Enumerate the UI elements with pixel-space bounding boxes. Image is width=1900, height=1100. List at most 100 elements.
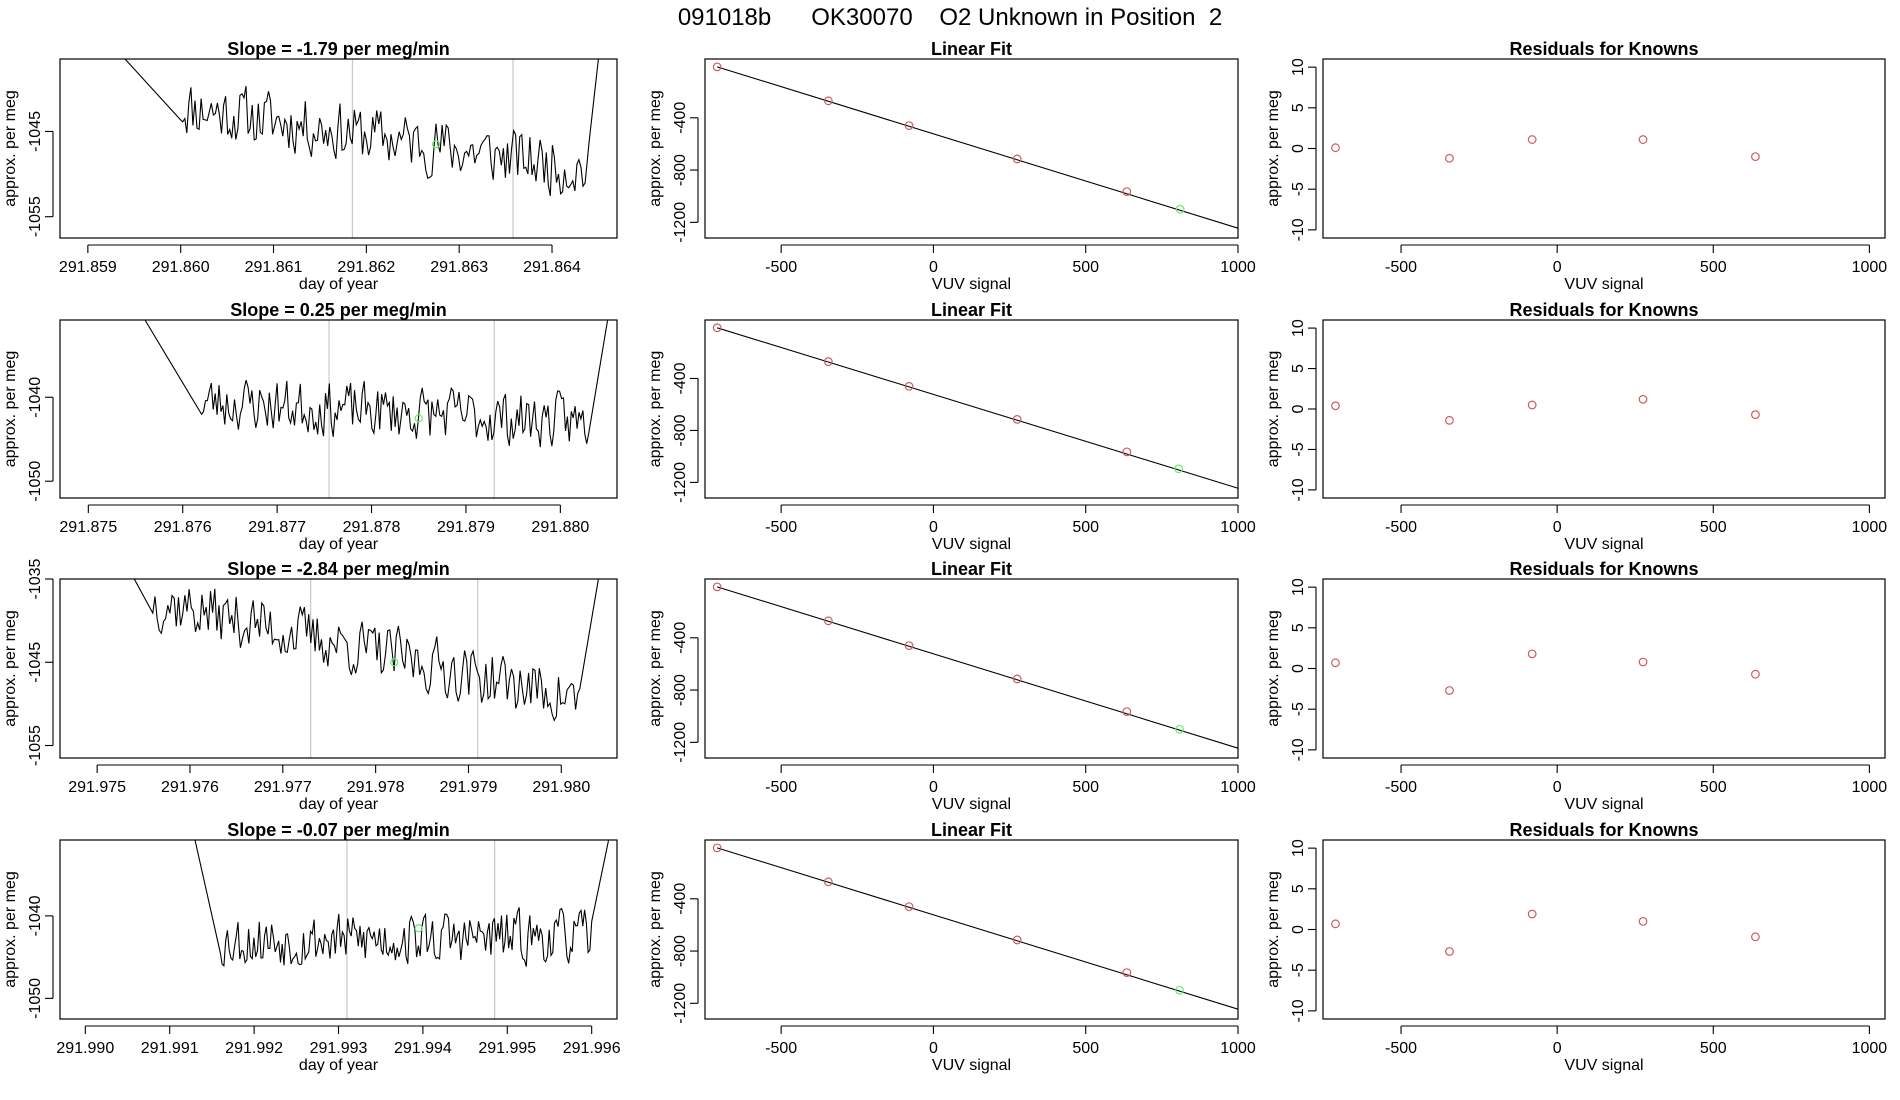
known-standard-point [1122,187,1132,197]
residual-point [1638,916,1648,926]
x-axis-label: VUV signal [932,1057,1011,1074]
x-tick-label: 291.863 [430,259,488,276]
y-axis-label: approx. per meg [1265,610,1282,727]
plot-frame [59,578,618,759]
x-tick-label: 291.978 [347,779,405,796]
y-tick-label: 0 [1290,404,1307,413]
y-tick-label: -5 [1290,702,1307,716]
y-axis-label: approx. per meg [647,871,664,988]
x-tick-label: 1000 [1852,519,1888,536]
linear-fit-panel-row-1: Linear Fit -500 0 500 1000 VUV signal -400 -800… [647,39,1256,293]
y-tick-label: -1040 [27,377,44,418]
x-tick-label: 291.976 [161,779,219,796]
x-tick-label: -500 [765,259,797,276]
time-series-panel-row-1: Slope = -1.79 per meg/min 291.859 291.860 2… [2,39,618,293]
x-tick-label: 291.993 [310,1040,368,1057]
plot-frame [59,58,618,239]
x-tick-label: -500 [765,519,797,536]
unknown-sample-point [1175,204,1185,214]
known-standard-point [904,121,914,131]
y-tick-label: -1200 [672,462,689,503]
x-tick-label: 1000 [1852,259,1888,276]
x-tick-label: 500 [1072,1040,1099,1057]
x-tick-label: 500 [1072,259,1099,276]
unknown-sample-point [1175,985,1184,995]
x-tick-label: 0 [929,519,938,536]
x-tick-label: 291.996 [563,1040,621,1057]
known-standard-point [823,96,833,106]
x-axis-label: VUV signal [932,536,1011,553]
plot-frame [1322,578,1886,759]
y-tick-label: -1035 [27,558,44,599]
residuals-panel-row-3: Residuals for Knowns -500 0 500 1000 VUV sign… [1265,559,1887,813]
y-tick-label: 5 [1290,623,1307,632]
figure-title: 091018b OK30070 O2 Unknown in Position 2 [678,4,1222,31]
x-tick-label: 1000 [1220,259,1256,276]
y-tick-label: 0 [1290,144,1307,153]
residual-point [1527,649,1537,659]
x-tick-label: 291.975 [68,779,126,796]
panels-grid: Slope = -1.79 per meg/min 291.859 291.860 2… [2,39,1887,1074]
residual-point [1445,947,1454,956]
y-tick-label: -1040 [27,895,44,936]
known-standard-point [904,641,914,651]
known-standard-point [712,582,722,592]
time-series-panel-row-3: Slope = -2.84 per meg/min 291.975 291.976 2… [2,558,618,813]
x-tick-label: -500 [1385,259,1417,276]
linear-fit-panel-row-2: Linear Fit -500 0 500 1000 VUV signal -400 -800… [647,300,1256,553]
y-axis-label: approx. per meg [647,351,664,468]
y-axis-label: approx. per meg [647,610,664,727]
plot-frame [704,58,1239,239]
residual-point [1751,410,1760,420]
x-axis-label: day of year [299,1057,379,1074]
x-axis-label: day of year [299,276,379,293]
oxygen-trace-line [133,579,599,722]
residual-point [1751,669,1760,679]
x-tick-label: 291.861 [245,259,303,276]
panel-title: Slope = -1.79 per meg/min [227,39,450,59]
x-tick-label: 291.864 [523,259,581,276]
known-standard-point [904,902,914,912]
time-series-panel-row-2: Slope = 0.25 per meg/min 291.875 291.876 29… [2,300,618,553]
x-tick-label: 0 [1553,259,1562,276]
known-standard-point [1012,935,1022,945]
y-tick-label: -1200 [672,983,689,1024]
x-tick-label: 291.880 [531,519,589,536]
residual-point [1527,909,1537,919]
x-tick-label: 291.991 [141,1040,199,1057]
unknown-sample-point [1175,724,1184,734]
y-tick-label: -400 [672,362,689,394]
panel-title: Residuals for Knowns [1509,39,1698,59]
y-axis-label: approx. per meg [1265,351,1282,468]
oxygen-trace-line [124,59,599,196]
residual-point [1331,658,1340,668]
y-tick-label: -400 [672,622,689,654]
unknown-sample-point [390,658,399,667]
unknown-sample-point [1174,464,1184,474]
fit-line [717,66,1239,229]
x-tick-label: 500 [1700,779,1727,796]
x-tick-label: 500 [1700,1040,1727,1057]
y-tick-label: 0 [1290,664,1307,673]
y-tick-label: -10 [1290,478,1307,501]
x-axis-label: day of year [299,796,379,813]
y-axis-label: approx. per meg [2,610,19,727]
panel-title: Residuals for Knowns [1509,559,1698,579]
x-axis-label: VUV signal [1564,276,1643,293]
y-tick-label: -5 [1290,182,1307,196]
x-tick-label: 291.879 [437,519,495,536]
y-tick-label: -1055 [27,725,44,766]
residuals-panel-row-1: Residuals for Knowns -500 0 500 1000 VUV sign… [1265,39,1887,293]
x-tick-label: 291.860 [152,259,210,276]
panel-title: Slope = 0.25 per meg/min [230,300,447,320]
known-standard-point [1012,674,1022,684]
x-tick-label: 500 [1700,519,1727,536]
y-tick-label: -1050 [27,978,44,1019]
y-tick-label: -5 [1290,963,1307,977]
x-tick-label: 291.859 [59,259,117,276]
plot-frame [704,839,1239,1020]
known-standard-point [712,323,722,333]
x-axis-label: VUV signal [932,796,1011,813]
x-tick-label: 291.876 [154,519,212,536]
x-axis-label: day of year [299,536,379,553]
